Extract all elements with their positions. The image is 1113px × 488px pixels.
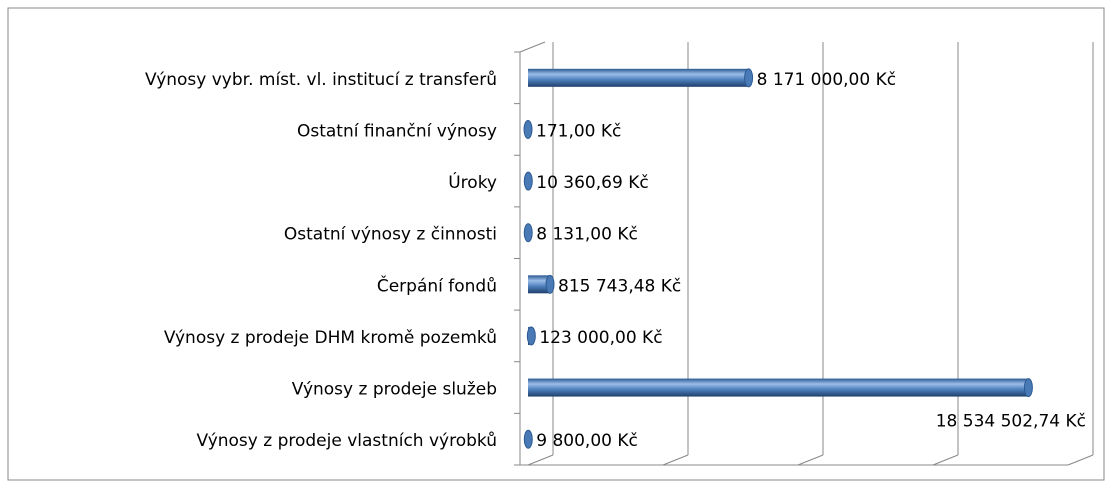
y-tick-label: Ostatní výnosy z činnosti	[284, 225, 497, 245]
axis-edge	[519, 41, 546, 53]
bar-cap	[523, 171, 533, 191]
bar-cap	[744, 68, 754, 88]
bar-cap	[523, 119, 533, 139]
bar	[528, 378, 1029, 397]
y-tick-label: Úroky	[448, 171, 497, 193]
value-label: 123 000,00 Kč	[539, 328, 662, 348]
y-tick-label: Výnosy z prodeje služeb	[292, 380, 497, 400]
bar-cap	[523, 223, 533, 243]
value-label: 171,00 Kč	[536, 121, 621, 141]
y-tick-label: Výnosy vybr. míst. vl. institucí z trans…	[145, 70, 497, 90]
bar-cap	[1023, 378, 1033, 398]
y-tick-label: Výnosy z prodeje DHM kromě pozemků	[164, 328, 497, 348]
y-tick-label: Čerpání fondů	[377, 274, 497, 296]
bar-cap	[526, 326, 536, 346]
value-label: 8 171 000,00 Kč	[757, 70, 896, 90]
grid-floor	[527, 454, 554, 466]
grid-floor	[932, 454, 959, 466]
value-label: 18 534 502,74 Kč	[936, 412, 1086, 432]
bar	[528, 275, 551, 294]
grid-floor	[797, 454, 824, 466]
grid-floor	[662, 454, 689, 466]
bar-cap	[545, 274, 555, 294]
value-label: 8 131,00 Kč	[536, 225, 638, 245]
value-label: 10 360,69 Kč	[536, 173, 648, 193]
grid-floor	[1067, 454, 1094, 466]
y-tick-label: Výnosy z prodeje vlastních výrobků	[197, 431, 497, 451]
value-label: 815 743,48 Kč	[558, 276, 681, 296]
bar	[528, 68, 749, 87]
value-label: 9 800,00 Kč	[536, 431, 638, 451]
bar-cap	[523, 429, 533, 449]
y-tick-label: Ostatní finanční výnosy	[297, 121, 497, 141]
